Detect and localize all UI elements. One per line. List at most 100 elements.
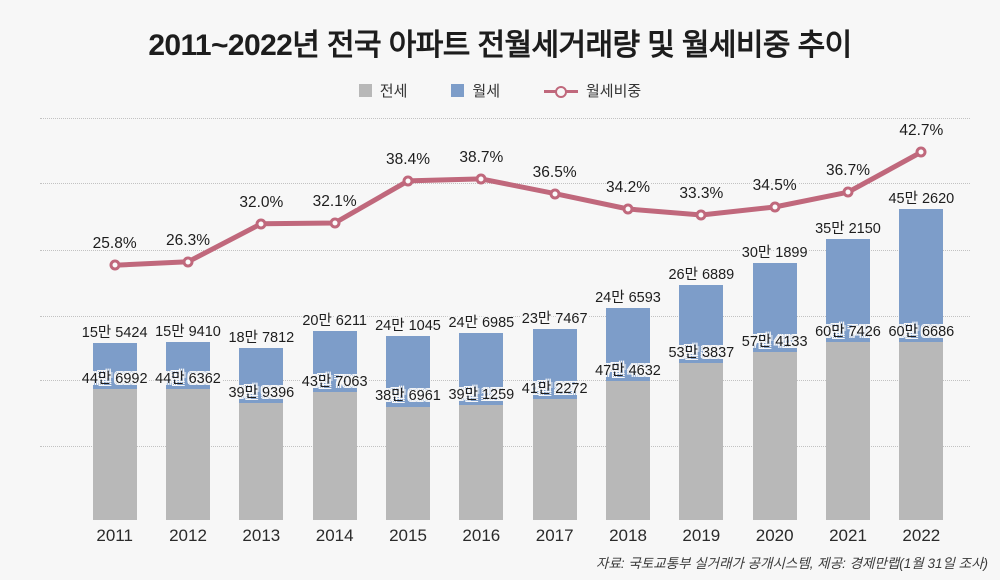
ratio-point-label: 32.0% <box>239 193 284 211</box>
legend-item-jeonse: 전세 <box>358 80 408 101</box>
x-axis-tick-2022: 2022 <box>902 526 941 545</box>
bar-segment-jeonse[interactable] <box>92 388 137 520</box>
bar-label-jeonse: 44만 6362 <box>155 371 221 388</box>
ratio-point-label: 33.3% <box>679 184 724 202</box>
bar-group[interactable] <box>606 308 650 520</box>
bar-label-wolse: 24만 1045 <box>375 317 441 334</box>
bar-label-wolse: 26만 6889 <box>668 267 735 284</box>
bar-segment-wolse[interactable] <box>532 329 577 400</box>
x-axis-labels: 2011 2012 2013 2014 2015 2016 2017 2018 2019 2020… <box>40 522 970 552</box>
legend-line-marker-icon <box>544 85 578 98</box>
ratio-point-label: 34.2% <box>606 178 650 196</box>
bar-label-wolse: 15만 5424 <box>81 325 148 342</box>
bar-segment-wolse[interactable] <box>239 347 284 403</box>
bar-segment-jeonse[interactable] <box>386 406 430 520</box>
ratio-line-chart <box>112 149 924 268</box>
bar-segment-jeonse[interactable] <box>679 363 724 520</box>
bar-group[interactable] <box>752 263 797 520</box>
chart-legend: 전세 월세 월세비중 <box>0 80 1000 101</box>
legend-label-jeonse: 전세 <box>379 83 408 100</box>
bar-segment-wolse[interactable] <box>752 263 797 352</box>
bar-segment-jeonse[interactable] <box>752 351 797 520</box>
bar-group[interactable] <box>459 332 504 520</box>
bar-label-jeonse: 39만 9396 <box>228 384 295 401</box>
ratio-point-marker[interactable] <box>769 201 781 213</box>
bar-segment-wolse[interactable] <box>312 331 357 392</box>
x-axis-tick-2020: 2020 <box>755 526 794 545</box>
ratio-point-label: 25.8% <box>92 235 137 253</box>
bar-segment-wolse[interactable] <box>386 335 430 407</box>
x-axis-tick-2014: 2014 <box>315 526 354 545</box>
ratio-point-marker[interactable] <box>182 256 194 268</box>
bar-segment-jeonse[interactable] <box>532 399 577 520</box>
legend-item-ratio: 월세비중 <box>544 80 641 101</box>
bar-segment-wolse[interactable] <box>166 342 210 390</box>
bar-label-jeonse: 41만 2272 <box>521 381 588 398</box>
legend-swatch-wolse <box>451 84 465 97</box>
x-axis-tick-2012: 2012 <box>169 526 207 545</box>
bar-label-jeonse: 44만 6992 <box>81 370 148 387</box>
ratio-point-label: 32.1% <box>312 193 357 211</box>
bar-group[interactable] <box>826 238 870 520</box>
ratio-point-marker[interactable] <box>475 173 487 185</box>
ratio-point-marker[interactable] <box>695 209 707 221</box>
x-axis-tick-2017: 2017 <box>535 526 574 545</box>
bar-label-jeonse: 53만 3837 <box>668 345 735 362</box>
ratio-point-label: 38.7% <box>459 148 504 166</box>
bar-segment-jeonse[interactable] <box>826 341 870 520</box>
legend-label-wolse: 월세 <box>472 83 500 100</box>
bar-label-wolse: 24만 6985 <box>448 314 515 331</box>
bar-group[interactable] <box>386 335 430 520</box>
x-axis-tick-2015: 2015 <box>389 526 427 545</box>
bar-segment-wolse[interactable] <box>899 209 944 343</box>
x-axis-tick-2021: 2021 <box>829 526 867 545</box>
ratio-point-marker[interactable] <box>622 203 634 215</box>
ratio-point-label: 34.5% <box>752 176 797 194</box>
bar-segment-wolse[interactable] <box>826 238 870 342</box>
bar-segment-wolse[interactable] <box>679 285 724 364</box>
bar-label-jeonse: 57만 4133 <box>741 333 808 350</box>
bar-label-wolse: 35만 2150 <box>815 220 881 237</box>
bar-group[interactable] <box>679 285 724 520</box>
gridline-2 <box>40 250 970 251</box>
legend-item-wolse: 월세 <box>451 80 500 101</box>
bar-segment-jeonse[interactable] <box>459 405 504 520</box>
bar-label-jeonse: 47만 4632 <box>595 362 661 379</box>
gridline-0 <box>40 118 970 119</box>
bar-segment-wolse[interactable] <box>459 332 504 406</box>
bar-segment-jeonse[interactable] <box>899 342 944 520</box>
ratio-point-label: 26.3% <box>166 231 210 249</box>
source-note: 자료: 국토교통부 실거래가 공개시스템, 제공: 경제만랩(1월 31일 조사… <box>596 556 988 571</box>
ratio-line-path <box>112 149 924 268</box>
ratio-point-marker[interactable] <box>402 175 414 187</box>
bar-label-wolse: 20만 6211 <box>302 313 367 330</box>
bar-group[interactable] <box>312 331 357 520</box>
bar-segment-jeonse[interactable] <box>166 389 210 520</box>
legend-label-ratio: 월세비중 <box>586 83 642 100</box>
bar-label-jeonse: 60만 7426 <box>815 323 881 340</box>
ratio-point-marker[interactable] <box>915 146 927 158</box>
bar-segment-wolse[interactable] <box>92 343 137 389</box>
page-title: 2011~2022년 전국 아파트 전월세거래량 및 월세비중 추이 <box>148 29 852 62</box>
bar-group[interactable] <box>239 347 284 520</box>
bar-segment-wolse[interactable] <box>606 308 650 381</box>
bar-group[interactable] <box>532 329 577 520</box>
bar-group[interactable] <box>92 343 137 520</box>
gridline-5 <box>40 446 970 447</box>
bar-segment-jeonse[interactable] <box>606 380 650 520</box>
bar-segment-jeonse[interactable] <box>239 402 284 520</box>
bar-group[interactable] <box>166 342 210 520</box>
bar-group[interactable] <box>899 209 944 520</box>
ratio-point-label: 36.7% <box>826 162 870 180</box>
x-axis-tick-2011: 2011 <box>96 526 133 545</box>
ratio-point-marker[interactable] <box>842 186 854 198</box>
bar-label-jeonse: 38만 6961 <box>375 388 441 405</box>
ratio-point-marker[interactable] <box>549 188 561 200</box>
ratio-point-marker[interactable] <box>109 259 121 271</box>
bar-segment-jeonse[interactable] <box>312 391 357 520</box>
bar-label-wolse: 18만 7812 <box>228 329 295 346</box>
bar-label-wolse: 15만 9410 <box>155 324 221 341</box>
ratio-point-marker[interactable] <box>255 218 267 230</box>
ratio-point-marker[interactable] <box>329 217 341 229</box>
